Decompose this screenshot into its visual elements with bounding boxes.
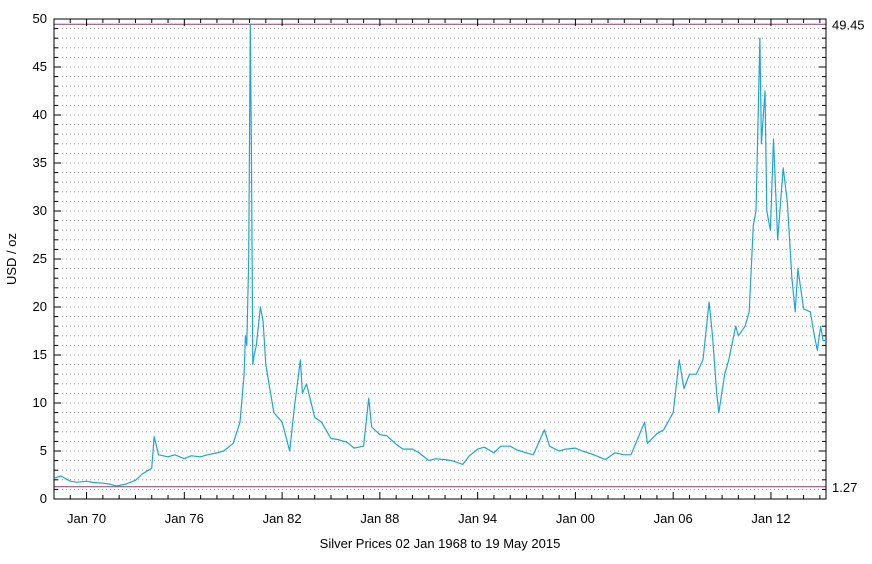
x-tick-label: Jan 12 xyxy=(751,511,790,526)
y-tick-label: 35 xyxy=(33,155,47,170)
y-tick-label: 45 xyxy=(33,59,47,74)
y-tick-label: 15 xyxy=(33,347,47,362)
x-tick-label: Jan 94 xyxy=(458,511,497,526)
x-tick-label: Jan 06 xyxy=(654,511,693,526)
y-tick-label: 25 xyxy=(33,251,47,266)
y-tick-label: 40 xyxy=(33,107,47,122)
x-tick-label: Jan 70 xyxy=(67,511,106,526)
y-axis-title: USD / oz xyxy=(4,233,19,285)
y-tick-label: 30 xyxy=(33,203,47,218)
y-tick-label: 50 xyxy=(33,11,47,26)
x-tick-label: Jan 82 xyxy=(263,511,302,526)
grid xyxy=(54,28,826,490)
y-tick-label: 10 xyxy=(33,395,47,410)
y-tick-label: 0 xyxy=(40,491,47,506)
x-tick-labels: Jan 70 Jan 76 Jan 82 Jan 88 Jan 94 Jan 00 Jan … xyxy=(67,511,790,526)
y-tick-labels: 0 5 10 15 20 25 30 35 40 45 50 xyxy=(33,11,47,506)
min-value-label: 1.27 xyxy=(832,480,857,495)
axis-ticks xyxy=(54,18,826,500)
x-tick-label: Jan 00 xyxy=(556,511,595,526)
series-line xyxy=(53,23,826,487)
x-tick-label: Jan 88 xyxy=(360,511,399,526)
x-axis-title: Silver Prices 02 Jan 1968 to 19 May 2015 xyxy=(320,536,561,551)
y-tick-label: 20 xyxy=(33,299,47,314)
max-value-label: 49.45 xyxy=(832,17,865,32)
x-tick-label: Jan 76 xyxy=(165,511,204,526)
reference-lines xyxy=(54,23,826,488)
y-tick-label: 5 xyxy=(40,443,47,458)
